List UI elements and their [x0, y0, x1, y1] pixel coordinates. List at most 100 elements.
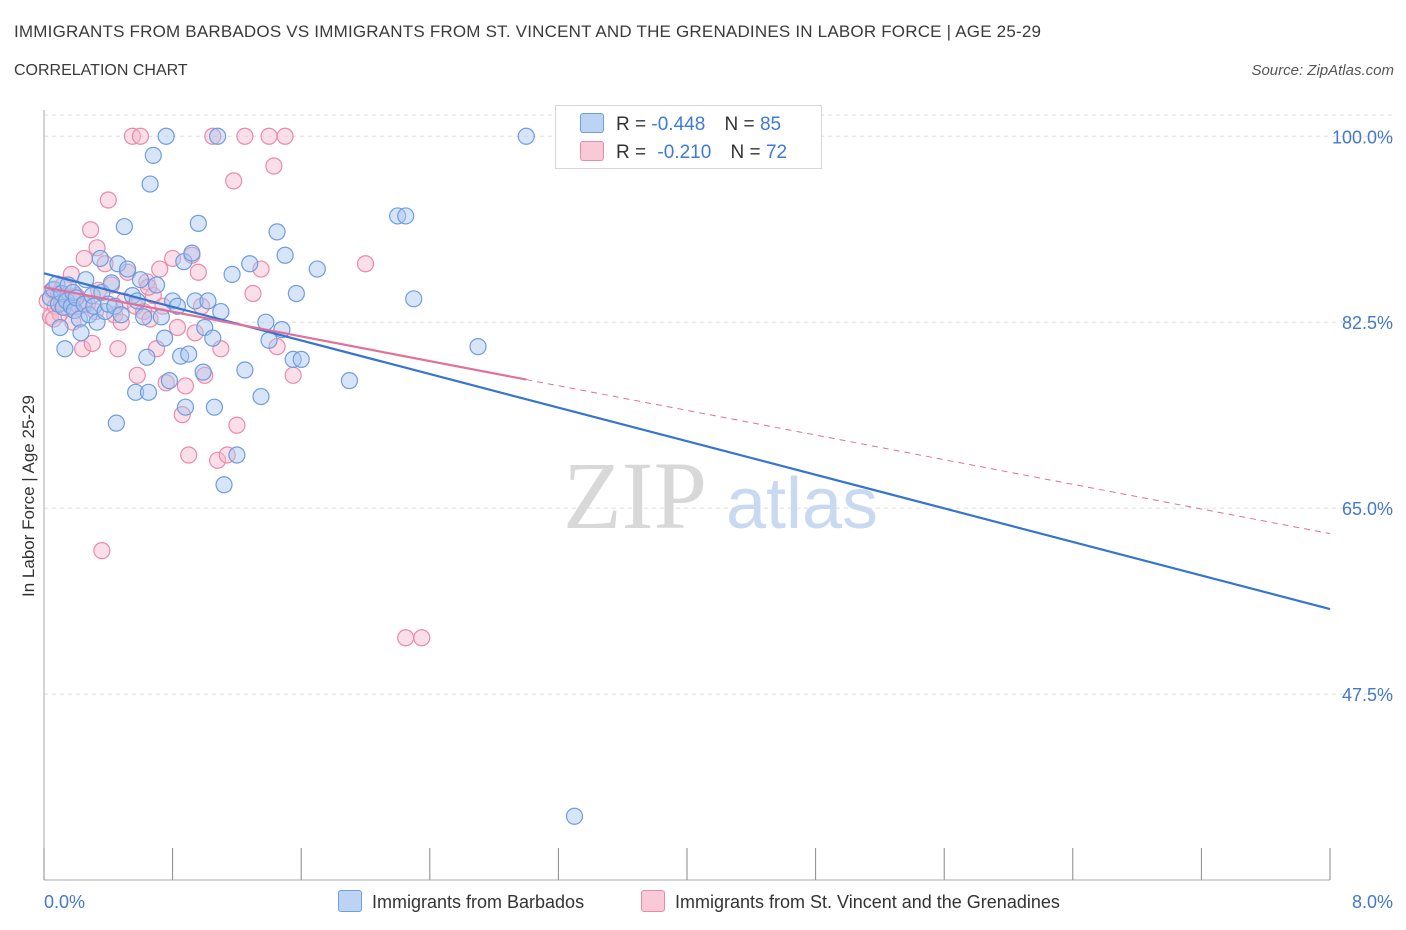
legend-pink-r-label: R = [616, 142, 647, 163]
watermark-atlas: atlas [726, 464, 878, 544]
y-tick-label: 65.0% [1342, 499, 1393, 519]
point-blue [241, 255, 259, 273]
x-tick-label-min: 0.0% [44, 892, 85, 912]
bottom-legend-swatch-blue [338, 890, 362, 912]
point-pink [144, 287, 162, 305]
point-blue [194, 363, 212, 381]
point-blue [469, 338, 487, 356]
point-pink [413, 629, 431, 647]
point-pink [180, 446, 198, 464]
point-pink [189, 263, 207, 281]
point-blue [252, 387, 270, 406]
point-pink [209, 451, 227, 469]
point-blue [131, 271, 150, 289]
point-blue [204, 329, 222, 347]
point-blue [215, 476, 233, 494]
point-pink [75, 249, 93, 268]
y-tick-label: 47.5% [1342, 685, 1393, 705]
point-pink [284, 366, 302, 384]
point-blue [118, 260, 137, 278]
source-label: Source: ZipAtlas.com [1251, 62, 1394, 79]
legend-pink-r-value: -0.210 [657, 142, 712, 163]
point-blue [115, 217, 133, 236]
point-pink [218, 446, 236, 464]
point-pink [228, 416, 246, 434]
point-pink [356, 255, 375, 273]
point-blue [176, 398, 195, 416]
point-pink [176, 377, 195, 395]
grid-lines [44, 114, 1395, 695]
axes [43, 110, 1331, 881]
point-pink [93, 542, 111, 560]
point-pink [276, 127, 294, 145]
point-pink [88, 239, 106, 257]
point-blue [183, 244, 201, 262]
point-blue [160, 372, 178, 390]
series-blue-points [41, 127, 584, 825]
point-blue [189, 214, 207, 232]
trend-lines [43, 272, 1331, 611]
bottom-legend-blue: Immigrants from Barbados [338, 890, 584, 913]
y-axis-label: In Labor Force | Age 25-29 [19, 395, 38, 597]
point-pink [236, 127, 254, 145]
legend-row-pink: R = -0.210 N = 72 [580, 141, 787, 165]
tick-labels: 100.0% 82.5% 65.0% 47.5% 0.0% 8.0% [44, 127, 1393, 912]
point-blue [180, 345, 198, 363]
point-blue [127, 383, 145, 401]
point-blue [109, 255, 127, 273]
series-pink-points [38, 127, 431, 647]
point-blue [209, 127, 227, 145]
point-blue [276, 246, 294, 264]
point-blue [565, 807, 584, 825]
point-pink [164, 249, 182, 268]
legend-swatch-pink [580, 141, 604, 161]
point-blue [405, 290, 423, 308]
legend-pink-n-value: 72 [765, 142, 788, 163]
point-blue [199, 292, 217, 310]
watermark-zip: ZIP [563, 442, 707, 549]
point-pink [99, 191, 117, 209]
point-blue [186, 292, 204, 310]
legend-blue-r-label: R = [616, 114, 647, 135]
point-blue [205, 398, 223, 416]
point-pink [265, 157, 283, 175]
legend-blue-n-label: N = [724, 114, 755, 135]
point-blue [141, 175, 159, 193]
point-pink [252, 260, 270, 278]
legend-blue-r-value: -0.448 [651, 114, 706, 135]
legend-pink-n-label: N = [730, 142, 761, 163]
point-pink [225, 172, 243, 190]
point-blue [223, 265, 241, 283]
point-blue [287, 284, 305, 303]
point-pink [96, 255, 114, 273]
point-blue [340, 372, 359, 390]
point-blue [308, 260, 326, 278]
chart-subtitle: CORRELATION CHART [14, 62, 188, 79]
point-blue [268, 223, 286, 241]
legend-swatch-blue [580, 113, 604, 133]
point-pink [109, 340, 127, 358]
point-pink [186, 324, 204, 342]
stats-legend: R = -0.448 N = 85 R = -0.210 N = 72 [555, 105, 822, 169]
point-pink [260, 127, 278, 145]
x-tick-label-max: 8.0% [1352, 892, 1393, 912]
point-blue [147, 276, 166, 294]
trend-line-pink [43, 286, 527, 381]
point-blue [139, 383, 158, 401]
bottom-legend-pink: Immigrants from St. Vincent and the Gren… [641, 890, 1060, 913]
point-blue [236, 361, 254, 379]
point-pink [168, 318, 187, 337]
point-blue [292, 350, 310, 368]
y-tick-label: 82.5% [1342, 313, 1393, 333]
point-blue [112, 306, 130, 324]
watermark: ZIP atlas [563, 442, 878, 549]
point-pink [397, 629, 415, 647]
point-blue [72, 324, 90, 342]
point-blue [51, 318, 69, 337]
point-pink [204, 127, 222, 145]
bottom-legend-blue-label: Immigrants from Barbados [372, 892, 585, 912]
point-blue [138, 348, 156, 366]
point-blue [155, 329, 174, 347]
bottom-legend-pink-label: Immigrants from St. Vincent and the Gren… [675, 892, 1060, 912]
